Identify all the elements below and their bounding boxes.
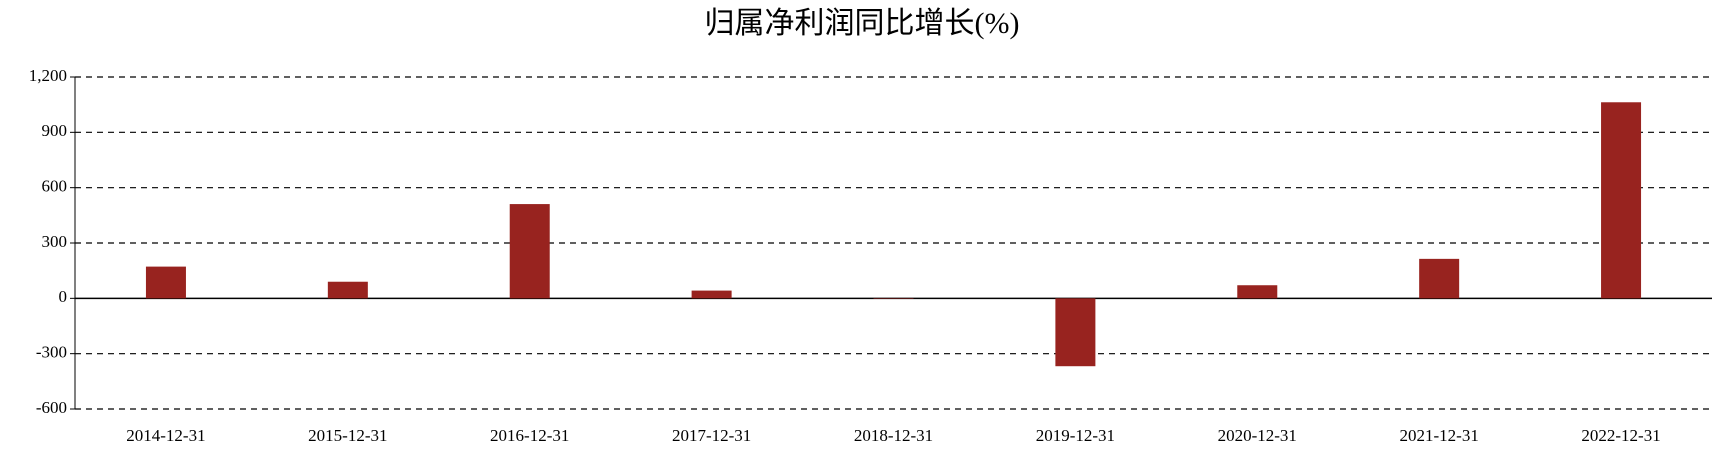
bar xyxy=(1419,258,1460,299)
y-tick-label: 1,200 xyxy=(29,66,67,85)
x-tick-label: 2014-12-31 xyxy=(126,426,205,445)
bar xyxy=(327,281,368,299)
x-tick-label: 2020-12-31 xyxy=(1218,426,1297,445)
bar xyxy=(873,298,914,299)
x-tick-label: 2022-12-31 xyxy=(1581,426,1660,445)
bar xyxy=(1601,102,1642,299)
bar xyxy=(691,290,732,299)
chart-title: 归属净利润同比增长(%) xyxy=(705,7,1020,40)
bar xyxy=(145,266,186,299)
x-tick-label: 2019-12-31 xyxy=(1036,426,1115,445)
y-tick-label: 300 xyxy=(42,232,68,251)
x-tick-label: 2018-12-31 xyxy=(854,426,933,445)
bar xyxy=(1055,298,1096,367)
bar xyxy=(509,204,550,299)
y-tick-label: 0 xyxy=(59,287,68,306)
y-tick-label: 600 xyxy=(42,177,68,196)
bar xyxy=(1237,285,1278,299)
x-tick-label: 2021-12-31 xyxy=(1400,426,1479,445)
x-tick-label: 2017-12-31 xyxy=(672,426,751,445)
y-tick-label: -600 xyxy=(36,398,67,417)
x-tick-label: 2015-12-31 xyxy=(308,426,387,445)
x-tick-label: 2016-12-31 xyxy=(490,426,569,445)
y-tick-label: 900 xyxy=(42,121,68,140)
y-tick-label: -300 xyxy=(36,343,67,362)
